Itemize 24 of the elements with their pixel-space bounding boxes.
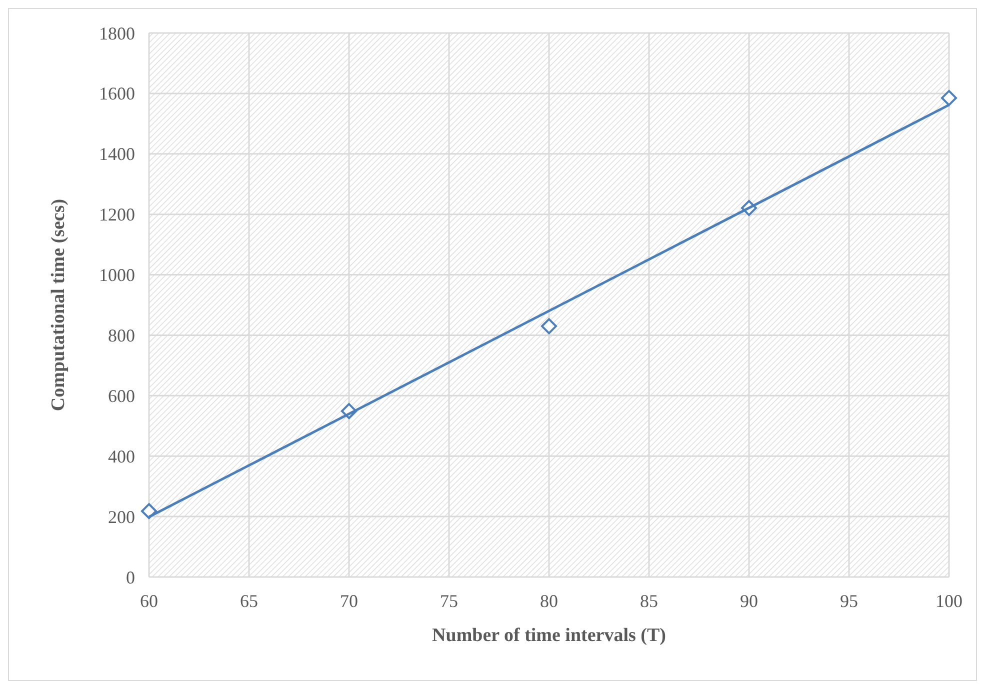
y-tick-label: 0 xyxy=(126,567,135,588)
x-tick-label: 90 xyxy=(740,591,758,611)
y-tick-label: 1800 xyxy=(99,23,135,44)
y-tick-label: 200 xyxy=(108,506,135,527)
x-tick-label: 85 xyxy=(640,591,658,611)
x-tick-label: 80 xyxy=(540,591,558,611)
point xyxy=(941,90,957,106)
point xyxy=(141,503,157,520)
y-tick-label: 1200 xyxy=(99,204,135,225)
y-tick-label: 1000 xyxy=(99,265,135,286)
x-tick-label: 75 xyxy=(440,591,458,611)
y-axis-title: Computational time (secs) xyxy=(48,198,69,412)
x-tick-label: 65 xyxy=(240,591,258,611)
y-tick-label: 1400 xyxy=(99,144,135,164)
y-tick-label: 800 xyxy=(108,326,135,346)
x-tick-label: 95 xyxy=(840,591,858,611)
x-tick-label: 100 xyxy=(936,591,962,611)
x-tick-label: 60 xyxy=(140,591,158,611)
y-tick-label: 1600 xyxy=(99,84,135,104)
y-tick-label: 600 xyxy=(108,386,135,406)
y-tick-label: 400 xyxy=(108,446,135,466)
x-tick-label: 70 xyxy=(340,591,358,611)
point xyxy=(541,318,557,334)
x-axis-title: Number of time intervals (T) xyxy=(432,625,666,646)
